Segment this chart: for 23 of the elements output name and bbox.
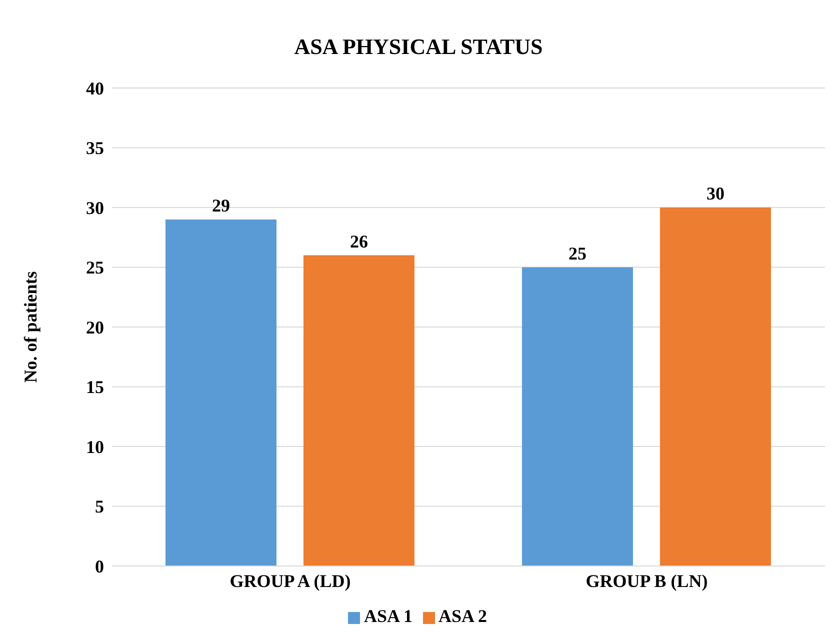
- y-tick-label: 35: [86, 138, 104, 158]
- y-tick-label: 10: [86, 436, 104, 457]
- y-tick-label: 25: [86, 258, 104, 278]
- data-label: 30: [706, 184, 724, 204]
- legend-label: ASA 1: [364, 606, 412, 626]
- bar: [303, 255, 414, 566]
- y-tick-label: 15: [86, 377, 104, 398]
- x-tick-label: GROUP A (LD): [230, 570, 351, 591]
- data-label: 26: [350, 231, 368, 252]
- y-tick-label: 20: [86, 317, 104, 338]
- bar: [660, 208, 771, 566]
- chart-title: ASA PHYSICAL STATUS: [293, 34, 544, 60]
- y-tick-label: 5: [95, 496, 104, 517]
- y-tick-label: 0: [95, 556, 104, 576]
- legend-label: ASA 2: [438, 606, 488, 626]
- y-tick-label: 30: [86, 198, 104, 218]
- data-label: 25: [568, 243, 586, 264]
- data-label: 29: [212, 195, 230, 216]
- y-tick-label: 40: [86, 78, 104, 98]
- bar: [165, 219, 276, 566]
- bar: [522, 267, 633, 566]
- y-axis-title: No. of patients: [20, 271, 40, 383]
- x-tick-label: GROUP B (LN): [586, 570, 708, 591]
